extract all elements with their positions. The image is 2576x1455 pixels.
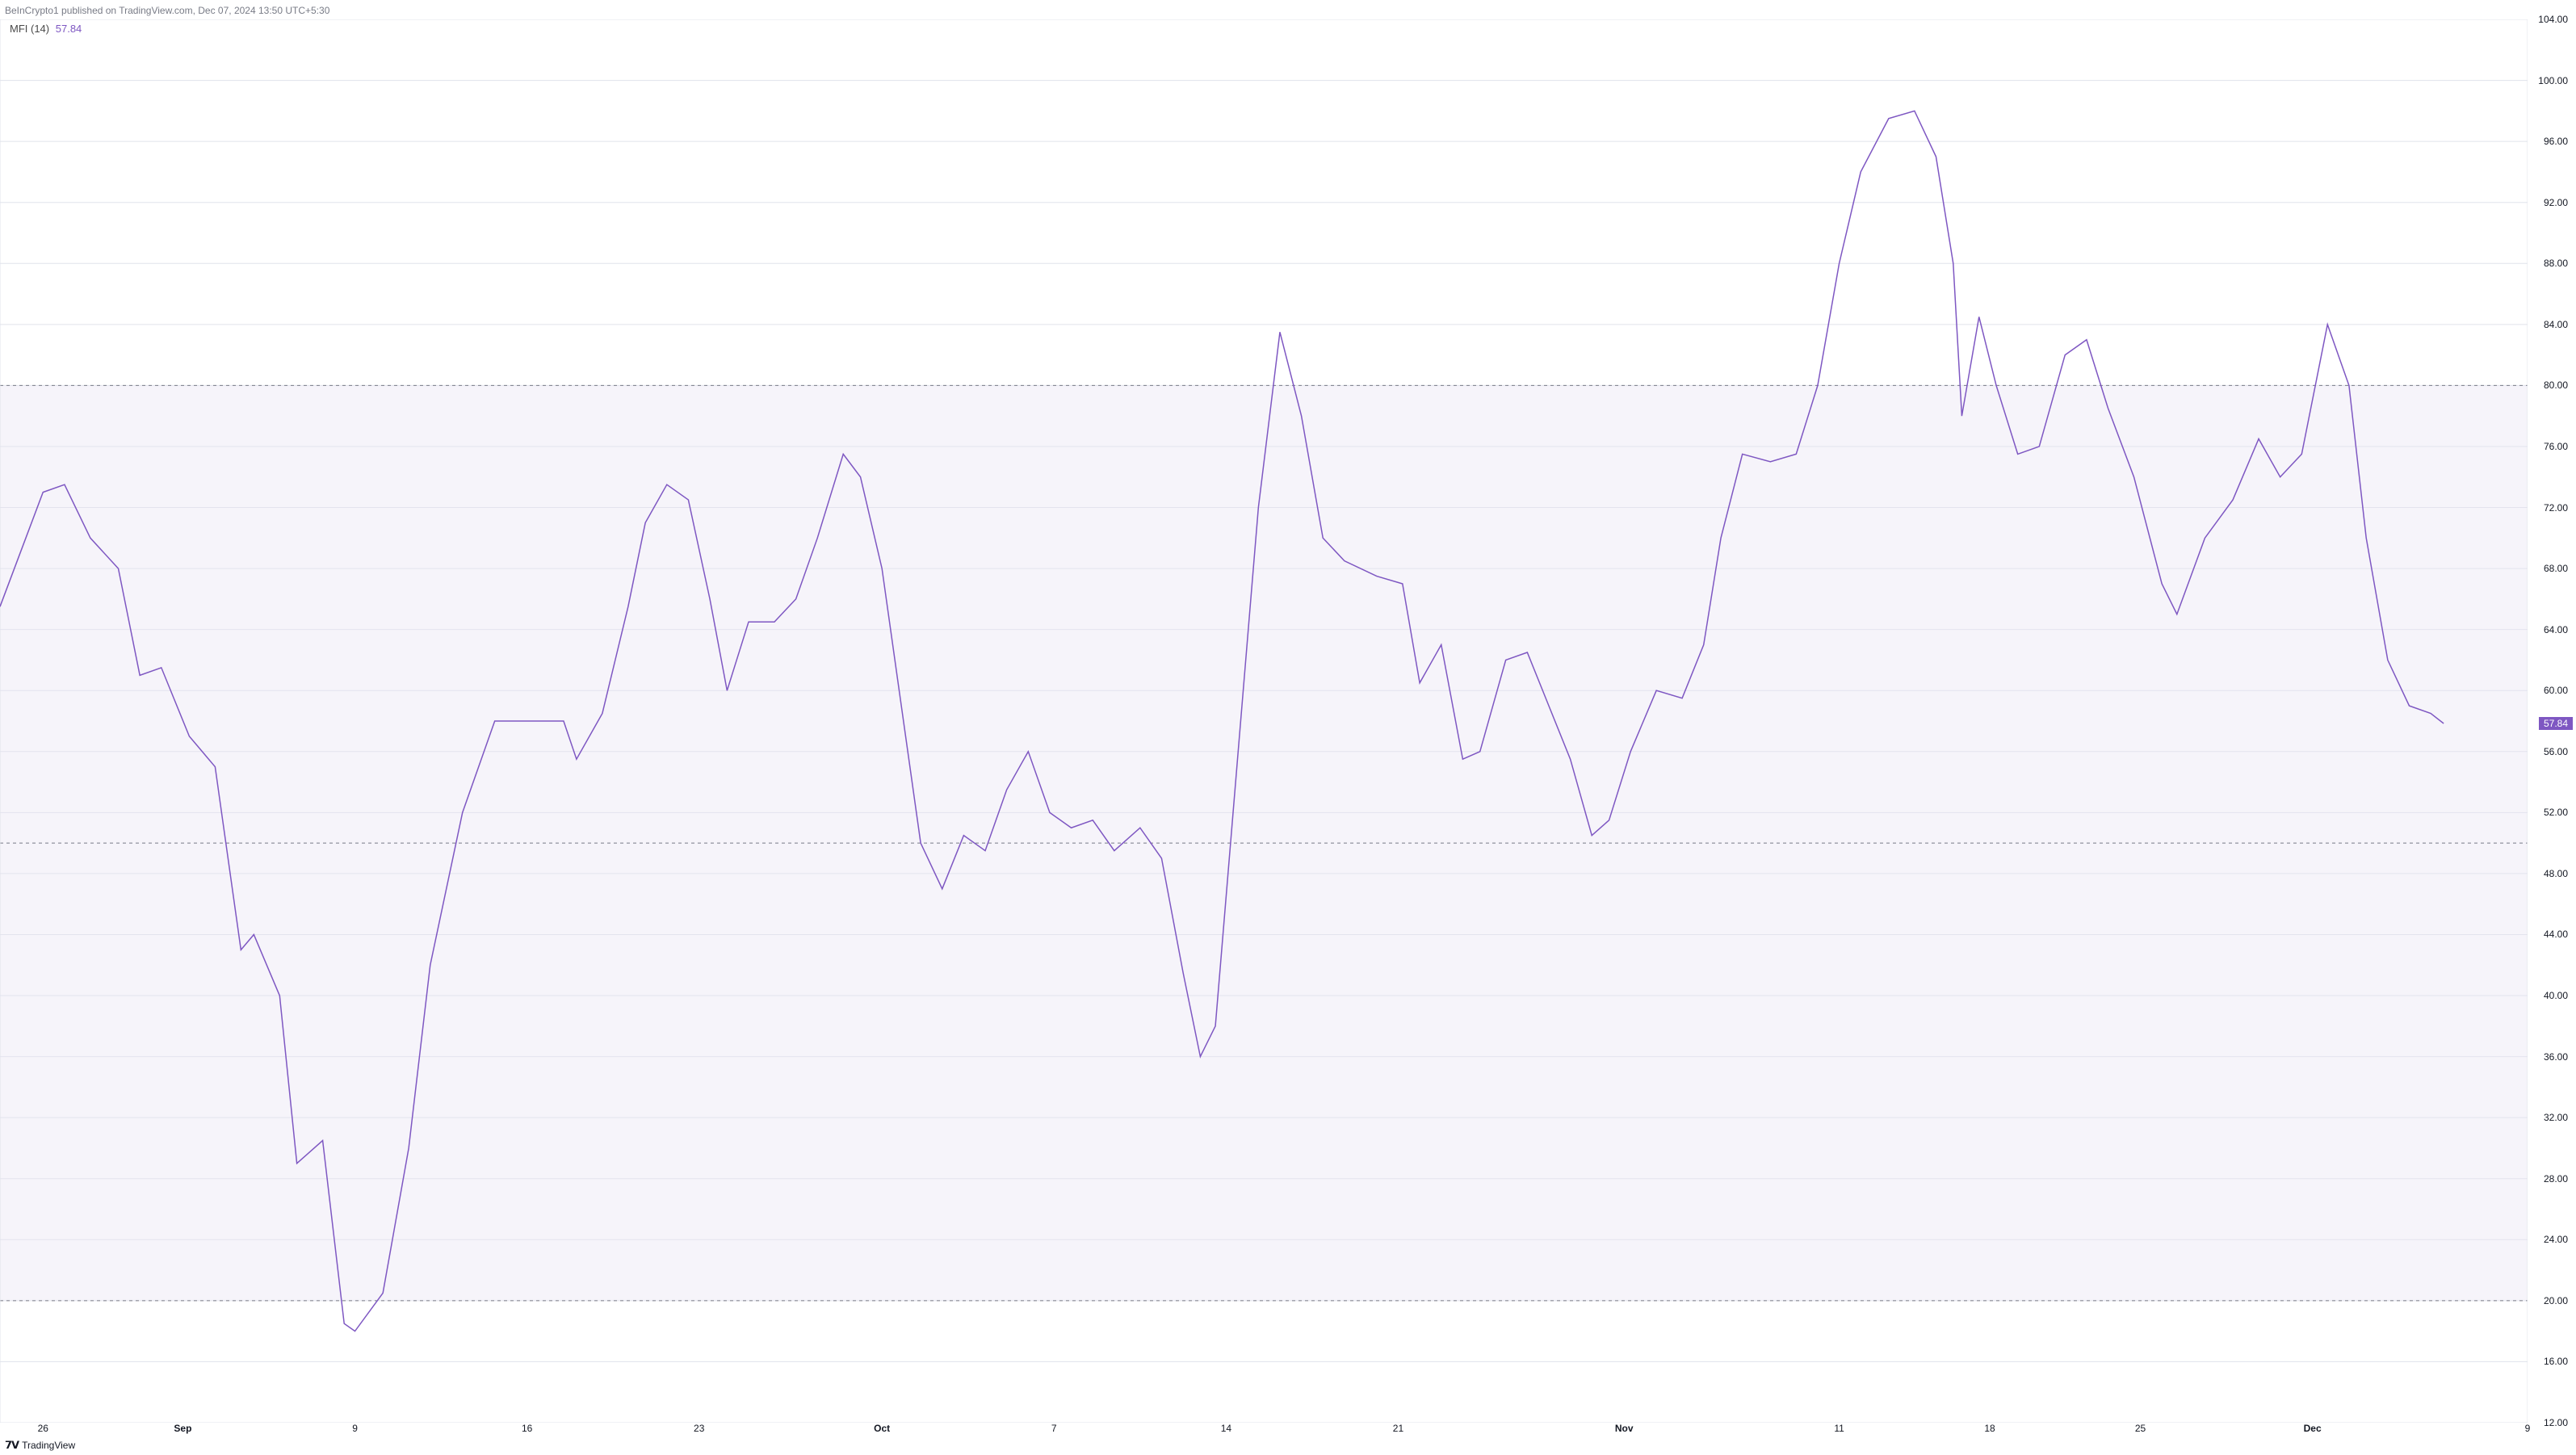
y-axis: 104.00100.0096.0092.0088.0084.0080.0076.… (2528, 19, 2576, 1423)
y-tick-label: 68.00 (2544, 563, 2568, 574)
footer: 𝟳𝗩 TradingView (5, 1439, 75, 1452)
indicator-name: MFI (14) (10, 23, 49, 35)
x-tick-label: Nov (1615, 1423, 1634, 1434)
x-tick-label: Dec (2304, 1423, 2322, 1434)
y-tick-label: 28.00 (2544, 1173, 2568, 1185)
x-tick-label: 11 (1834, 1423, 1844, 1434)
y-tick-label: 48.00 (2544, 868, 2568, 879)
y-tick-label: 64.00 (2544, 624, 2568, 635)
y-tick-label: 60.00 (2544, 685, 2568, 696)
y-tick-label: 32.00 (2544, 1112, 2568, 1123)
x-tick-label: 9 (352, 1423, 358, 1434)
y-tick-label: 56.00 (2544, 746, 2568, 757)
x-tick-label: Oct (874, 1423, 890, 1434)
y-tick-label: 84.00 (2544, 319, 2568, 330)
y-tick-label: 52.00 (2544, 807, 2568, 818)
current-value-badge: 57.84 (2539, 717, 2573, 730)
y-tick-label: 12.00 (2544, 1417, 2568, 1428)
y-tick-label: 76.00 (2544, 441, 2568, 452)
x-tick-label: 9 (2525, 1423, 2531, 1434)
x-axis: 26 Sep 9 16 23 Oct 7 14 21 Nov 11 18 25 Dec 9 (0, 1423, 2528, 1437)
footer-text: TradingView (22, 1440, 75, 1451)
y-tick-label: 44.00 (2544, 929, 2568, 940)
y-tick-label: 40.00 (2544, 990, 2568, 1001)
y-tick-label: 16.00 (2544, 1356, 2568, 1367)
y-tick-label: 96.00 (2544, 136, 2568, 147)
x-tick-label: 16 (522, 1423, 532, 1434)
indicator-value: 57.84 (56, 23, 82, 35)
y-tick-label: 24.00 (2544, 1234, 2568, 1245)
x-tick-label: 26 (38, 1423, 48, 1434)
y-tick-label: 88.00 (2544, 258, 2568, 269)
y-tick-label: 20.00 (2544, 1295, 2568, 1306)
x-tick-label: 21 (1393, 1423, 1403, 1434)
y-tick-label: 80.00 (2544, 379, 2568, 391)
chart-container: BeInCrypto1 published on TradingView.com… (0, 0, 2576, 1455)
x-tick-label: 25 (2135, 1423, 2146, 1434)
x-tick-label: Sep (174, 1423, 191, 1434)
indicator-label: MFI (14) 57.84 (10, 23, 82, 35)
x-tick-label: 14 (1221, 1423, 1231, 1434)
chart-svg (0, 19, 2528, 1423)
chart-area[interactable]: 104.00100.0096.0092.0088.0084.0080.0076.… (0, 19, 2576, 1423)
x-tick-label: 18 (1984, 1423, 1995, 1434)
y-tick-label: 100.00 (2538, 75, 2568, 86)
publisher-label: BeInCrypto1 published on TradingView.com… (5, 5, 329, 16)
y-tick-label: 72.00 (2544, 502, 2568, 514)
y-tick-label: 36.00 (2544, 1051, 2568, 1063)
y-tick-label: 104.00 (2538, 14, 2568, 25)
x-tick-label: 7 (1051, 1423, 1057, 1434)
tradingview-logo-icon: 𝟳𝗩 (5, 1439, 19, 1452)
y-tick-label: 92.00 (2544, 197, 2568, 208)
x-tick-label: 23 (694, 1423, 704, 1434)
